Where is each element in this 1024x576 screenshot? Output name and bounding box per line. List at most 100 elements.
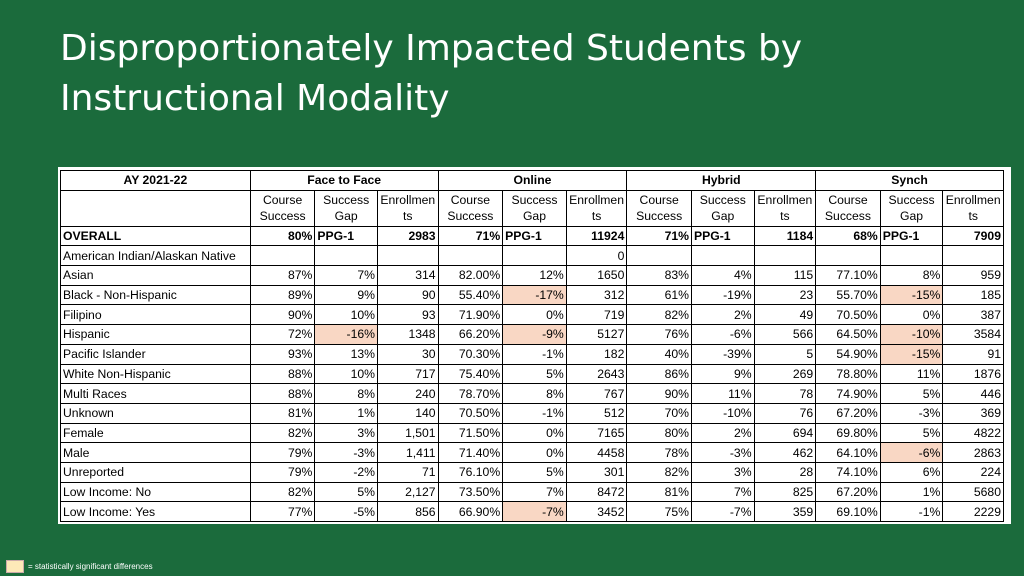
table-cell [690, 245, 755, 267]
group-header-face-to-face: Face to Face [249, 170, 439, 191]
table-cell: 301 [565, 461, 628, 483]
table-cell: 0% [502, 304, 567, 326]
table-cell: 5% [502, 461, 567, 483]
table-cell: 1348 [377, 324, 439, 345]
significant-cell: -16% [314, 324, 378, 345]
table-cell: 86% [626, 363, 692, 385]
table-cell: -3% [314, 442, 378, 463]
table-row: American Indian/Alaskan Native 0 [60, 245, 1004, 267]
column-header: Success Gap [879, 189, 944, 227]
modality-table: AY 2021-22 Face to Face Online Hybrid Synch C… [60, 170, 1004, 522]
table-cell: 91 [942, 343, 1004, 365]
table-cell: 2229 [942, 501, 1004, 522]
table-cell: 66.90% [437, 501, 504, 522]
table-cell: 9% [690, 363, 755, 385]
table-cell: -19% [690, 284, 755, 306]
table-cell: 93 [377, 304, 439, 326]
table-cell: 7% [690, 481, 755, 503]
column-header: Course Success [626, 189, 692, 227]
group-header-synch: Synch [815, 170, 1004, 191]
table-cell: 314 [377, 265, 439, 286]
table-cell: 82% [249, 481, 316, 503]
table-cell: 7% [314, 265, 378, 286]
table-cell: 88% [249, 383, 316, 404]
row-label: Male [60, 442, 251, 463]
table-cell: 11% [690, 383, 755, 404]
table-cell: 3% [690, 461, 755, 483]
table-cell: 224 [942, 461, 1004, 483]
table-cell: 717 [377, 363, 439, 385]
table-cell: -2% [314, 461, 378, 483]
table-cell: 767 [565, 383, 628, 404]
row-label: OVERALL [60, 225, 251, 247]
table-row: Low Income: Yes 77% -5% 856 66.90% -7% 3452 75%… [60, 501, 1004, 522]
table-cell: 78% [626, 442, 692, 463]
table-cell: 64.50% [815, 324, 881, 345]
table-cell: 89% [249, 284, 316, 306]
table-cell: 81% [249, 402, 316, 424]
table-row: Pacific Islander 93% 13% 30 70.30% -1% 182 40% -… [60, 343, 1004, 365]
table-cell: 70.50% [437, 402, 504, 424]
table-cell: 6% [879, 461, 944, 483]
table-cell: 566 [753, 324, 817, 345]
table-cell: 1,501 [377, 422, 439, 444]
table-cell: 369 [942, 402, 1004, 424]
table-cell: 75% [626, 501, 692, 522]
table-cell [815, 245, 881, 267]
table-cell [502, 245, 567, 267]
table-cell: 71.50% [437, 422, 504, 444]
page-title: Disproportionately Impacted Students by … [60, 28, 803, 119]
table-row: Multi Races 88% 8% 240 78.70% 8% 767 90% 11% 78 74… [60, 383, 1004, 404]
table-cell: 73.50% [437, 481, 504, 503]
table-cell: 5% [879, 383, 944, 404]
table-cell [249, 245, 316, 267]
column-header: Course Success [249, 189, 316, 227]
table-cell: 5% [879, 422, 944, 444]
table-cell: 1% [314, 402, 378, 424]
table-cell: 2643 [565, 363, 628, 385]
table-cell: 80% [626, 422, 692, 444]
table-cell: 269 [753, 363, 817, 385]
table-cell: 30 [377, 343, 439, 365]
table-cell: 182 [565, 343, 628, 365]
table-cell: 2% [690, 304, 755, 326]
table-cell: 90% [626, 383, 692, 404]
table-row: Low Income: No 82% 5% 2,127 73.50% 7% 8472 81% 7… [60, 481, 1004, 503]
table-cell: 78.80% [815, 363, 881, 385]
row-label: Female [60, 422, 251, 444]
table-cell: 61% [626, 284, 692, 306]
table-cell: 11924 [565, 225, 628, 247]
table-cell: -6% [690, 324, 755, 345]
table-cell: 70.30% [437, 343, 504, 365]
legend-swatch [6, 560, 24, 573]
table-cell: 5% [502, 363, 567, 385]
table-cell: 74.90% [815, 383, 881, 404]
table-cell: PPG-1 [502, 225, 567, 247]
table-cell: 1184 [753, 225, 817, 247]
row-label: White Non-Hispanic [60, 363, 251, 385]
row-label: Unknown [60, 402, 251, 424]
table-cell [437, 245, 504, 267]
table-cell: 856 [377, 501, 439, 522]
row-label-header [60, 189, 251, 227]
table-cell: 23 [753, 284, 817, 306]
table-cell: PPG-1 [314, 225, 378, 247]
table-cell: -3% [690, 442, 755, 463]
table-row: Unknown 81% 1% 140 70.50% -1% 512 70% -10% 76 67.2… [60, 402, 1004, 424]
table-cell: 77.10% [815, 265, 881, 286]
table-cell: 81% [626, 481, 692, 503]
table-row: Unreported 79% -2% 71 76.10% 5% 301 82% 3% 28 74.1… [60, 461, 1004, 483]
significant-cell: -7% [502, 501, 567, 522]
table-cell: -1% [502, 343, 567, 365]
table-cell: -1% [879, 501, 944, 522]
table-cell: 83% [626, 265, 692, 286]
table-cell: 79% [249, 442, 316, 463]
legend: = statistically significant differences [6, 560, 153, 573]
table-cell: 87% [249, 265, 316, 286]
table-cell: 66.20% [437, 324, 504, 345]
table-cell: 93% [249, 343, 316, 365]
table-cell: 76.10% [437, 461, 504, 483]
column-header: Success Gap [690, 189, 755, 227]
table-cell: 67.20% [815, 402, 881, 424]
table-cell: 185 [942, 284, 1004, 306]
